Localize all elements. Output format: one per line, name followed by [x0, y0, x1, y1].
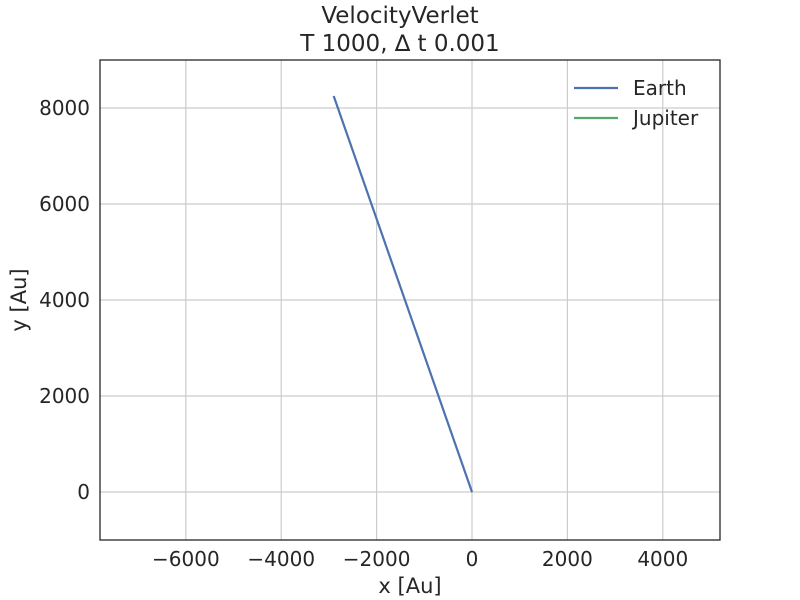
x-tick-label: −6000 [152, 547, 220, 571]
x-axis-label: x [Au] [378, 574, 442, 598]
legend-label: Jupiter [631, 106, 699, 130]
x-tick-label: 4000 [637, 547, 688, 571]
x-tick-label: −4000 [247, 547, 315, 571]
y-tick-label: 8000 [39, 96, 90, 120]
y-axis-label: y [Au] [7, 268, 31, 332]
series-line-earth [332, 95, 474, 493]
axes-frame [99, 59, 721, 541]
tick-labels: −6000 −4000 −2000 0 2000 4000 0 2000 4000 6000 800… [39, 96, 688, 571]
x-tick-label: −2000 [343, 547, 411, 571]
legend-label: Earth [633, 76, 687, 100]
y-tick-label: 2000 [39, 384, 90, 408]
legend: Earth Jupiter [574, 76, 699, 130]
x-tick-label: 2000 [542, 547, 593, 571]
y-tick-label: 6000 [39, 192, 90, 216]
y-tick-label: 0 [77, 480, 90, 504]
chart-title: VelocityVerlet [321, 3, 479, 29]
series-layer [332, 95, 474, 494]
grid [100, 60, 720, 540]
chart-subtitle: T 1000, ∆ t 0.001 [300, 31, 500, 57]
x-tick-label: 0 [466, 547, 479, 571]
y-tick-label: 4000 [39, 288, 90, 312]
